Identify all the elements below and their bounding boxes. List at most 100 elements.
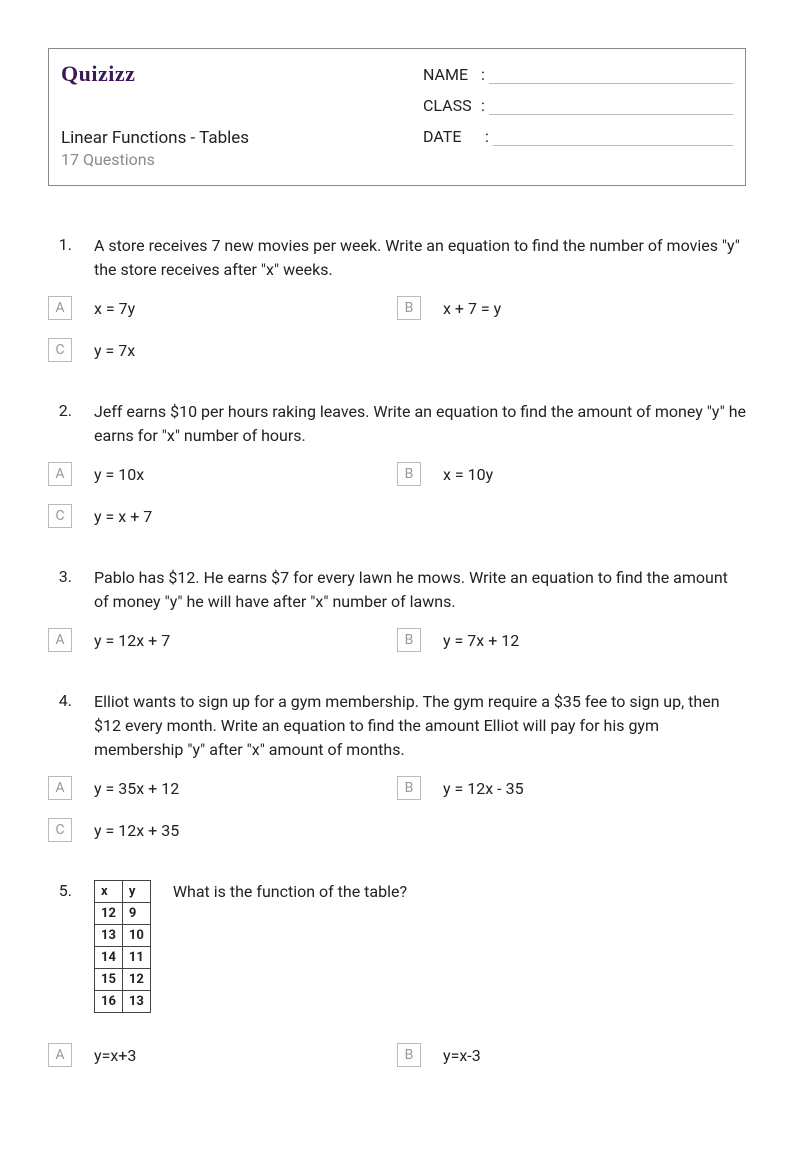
answer-5a[interactable]: A y=x+3 bbox=[48, 1043, 397, 1067]
colon: : bbox=[481, 65, 489, 84]
class-input-line[interactable] bbox=[489, 97, 733, 115]
header-left: Quizizz Linear Functions - Tables 17 Que… bbox=[61, 61, 423, 169]
answer-text: y = 7x bbox=[94, 341, 135, 360]
answer-text: y = 12x - 35 bbox=[443, 779, 524, 798]
answer-letter: B bbox=[397, 1043, 421, 1067]
answer-text: y = 12x + 7 bbox=[94, 631, 170, 650]
questions-container: 1. A store receives 7 new movies per wee… bbox=[48, 234, 746, 1085]
answer-3b[interactable]: B y = 7x + 12 bbox=[397, 628, 746, 652]
question-number: 4. bbox=[48, 690, 72, 762]
data-table: x y 129 1310 1411 1512 1613 bbox=[94, 880, 151, 1013]
class-label: CLASS bbox=[423, 96, 481, 115]
colon: : bbox=[481, 96, 489, 115]
table-row: 1310 bbox=[95, 925, 151, 947]
question-text: A store receives 7 new movies per week. … bbox=[94, 234, 746, 282]
table-cell: 10 bbox=[122, 925, 150, 947]
table-cell: 12 bbox=[95, 903, 123, 925]
table-cell: 16 bbox=[95, 991, 123, 1013]
answer-letter: B bbox=[397, 462, 421, 486]
header-right: NAME : CLASS : DATE : bbox=[423, 61, 733, 169]
question-number: 5. bbox=[48, 880, 72, 1013]
question-1: 1. A store receives 7 new movies per wee… bbox=[48, 234, 746, 380]
table-cell: 9 bbox=[122, 903, 150, 925]
table-header-y: y bbox=[122, 881, 150, 903]
answer-text: y=x+3 bbox=[94, 1046, 136, 1065]
table-row: 1512 bbox=[95, 969, 151, 991]
answer-letter: C bbox=[48, 338, 72, 362]
name-label: NAME bbox=[423, 65, 481, 84]
table-header-x: x bbox=[95, 881, 123, 903]
answer-4a[interactable]: A y = 35x + 12 bbox=[48, 776, 397, 800]
answer-2b[interactable]: B x = 10y bbox=[397, 462, 746, 486]
question-text: Elliot wants to sign up for a gym member… bbox=[94, 690, 746, 762]
quiz-title: Linear Functions - Tables bbox=[61, 128, 423, 148]
question-5: 5. x y 129 1310 1411 1512 1613 What is t… bbox=[48, 880, 746, 1085]
answers-4: A y = 35x + 12 B y = 12x - 35 C y = 12x … bbox=[48, 776, 746, 860]
answer-letter: B bbox=[397, 628, 421, 652]
answer-letter: A bbox=[48, 462, 72, 486]
name-input-line[interactable] bbox=[489, 66, 733, 84]
question-number: 1. bbox=[48, 234, 72, 282]
answer-1b[interactable]: B x + 7 = y bbox=[397, 296, 746, 320]
answer-letter: B bbox=[397, 776, 421, 800]
answer-text: x = 7y bbox=[94, 299, 135, 318]
answers-3: A y = 12x + 7 B y = 7x + 12 bbox=[48, 628, 746, 670]
answer-letter: B bbox=[397, 296, 421, 320]
answer-text: y=x-3 bbox=[443, 1046, 481, 1065]
header-box: Quizizz Linear Functions - Tables 17 Que… bbox=[48, 48, 746, 186]
answer-5b[interactable]: B y=x-3 bbox=[397, 1043, 746, 1067]
question-text: Pablo has $12. He earns $7 for every law… bbox=[94, 566, 746, 614]
answer-text: y = 35x + 12 bbox=[94, 779, 179, 798]
quiz-meta: Linear Functions - Tables 17 Questions bbox=[61, 120, 423, 169]
answers-5: A y=x+3 B y=x-3 bbox=[48, 1043, 746, 1085]
date-input-line[interactable] bbox=[493, 128, 733, 146]
answers-2: A y = 10x B x = 10y C y = x + 7 bbox=[48, 462, 746, 546]
answers-1: A x = 7y B x + 7 = y C y = 7x bbox=[48, 296, 746, 380]
answer-letter: A bbox=[48, 1043, 72, 1067]
answer-4c[interactable]: C y = 12x + 35 bbox=[48, 818, 397, 842]
colon: : bbox=[481, 127, 493, 146]
quiz-subtitle: 17 Questions bbox=[61, 150, 423, 169]
question-number: 2. bbox=[48, 400, 72, 448]
table-cell: 14 bbox=[95, 947, 123, 969]
table-row: 129 bbox=[95, 903, 151, 925]
table-cell: 12 bbox=[122, 969, 150, 991]
date-field-row: DATE : bbox=[423, 127, 733, 146]
answer-text: x = 10y bbox=[443, 465, 493, 484]
answer-text: y = 10x bbox=[94, 465, 144, 484]
worksheet-page: Quizizz Linear Functions - Tables 17 Que… bbox=[0, 0, 794, 1153]
question-3: 3. Pablo has $12. He earns $7 for every … bbox=[48, 566, 746, 670]
table-header-row: x y bbox=[95, 881, 151, 903]
table-cell: 13 bbox=[122, 991, 150, 1013]
answer-letter: A bbox=[48, 776, 72, 800]
answer-4b[interactable]: B y = 12x - 35 bbox=[397, 776, 746, 800]
answer-letter: A bbox=[48, 628, 72, 652]
question-5-body: x y 129 1310 1411 1512 1613 What is the … bbox=[94, 880, 407, 1013]
question-number: 3. bbox=[48, 566, 72, 614]
class-field-row: CLASS : bbox=[423, 96, 733, 115]
answer-text: y = 7x + 12 bbox=[443, 631, 519, 650]
table-row: 1411 bbox=[95, 947, 151, 969]
answer-letter: C bbox=[48, 818, 72, 842]
table-cell: 13 bbox=[95, 925, 123, 947]
table-cell: 11 bbox=[122, 947, 150, 969]
answer-letter: C bbox=[48, 504, 72, 528]
table-row: 1613 bbox=[95, 991, 151, 1013]
name-field-row: NAME : bbox=[423, 65, 733, 84]
question-2: 2. Jeff earns $10 per hours raking leave… bbox=[48, 400, 746, 546]
answer-letter: A bbox=[48, 296, 72, 320]
logo: Quizizz bbox=[61, 61, 423, 87]
question-text: What is the function of the table? bbox=[173, 880, 407, 904]
date-label: DATE bbox=[423, 127, 481, 146]
answer-2a[interactable]: A y = 10x bbox=[48, 462, 397, 486]
answer-text: x + 7 = y bbox=[443, 299, 501, 318]
answer-1a[interactable]: A x = 7y bbox=[48, 296, 397, 320]
answer-text: y = 12x + 35 bbox=[94, 821, 179, 840]
question-4: 4. Elliot wants to sign up for a gym mem… bbox=[48, 690, 746, 860]
answer-3a[interactable]: A y = 12x + 7 bbox=[48, 628, 397, 652]
answer-1c[interactable]: C y = 7x bbox=[48, 338, 397, 362]
table-cell: 15 bbox=[95, 969, 123, 991]
answer-2c[interactable]: C y = x + 7 bbox=[48, 504, 397, 528]
answer-text: y = x + 7 bbox=[94, 507, 152, 526]
question-text: Jeff earns $10 per hours raking leaves. … bbox=[94, 400, 746, 448]
